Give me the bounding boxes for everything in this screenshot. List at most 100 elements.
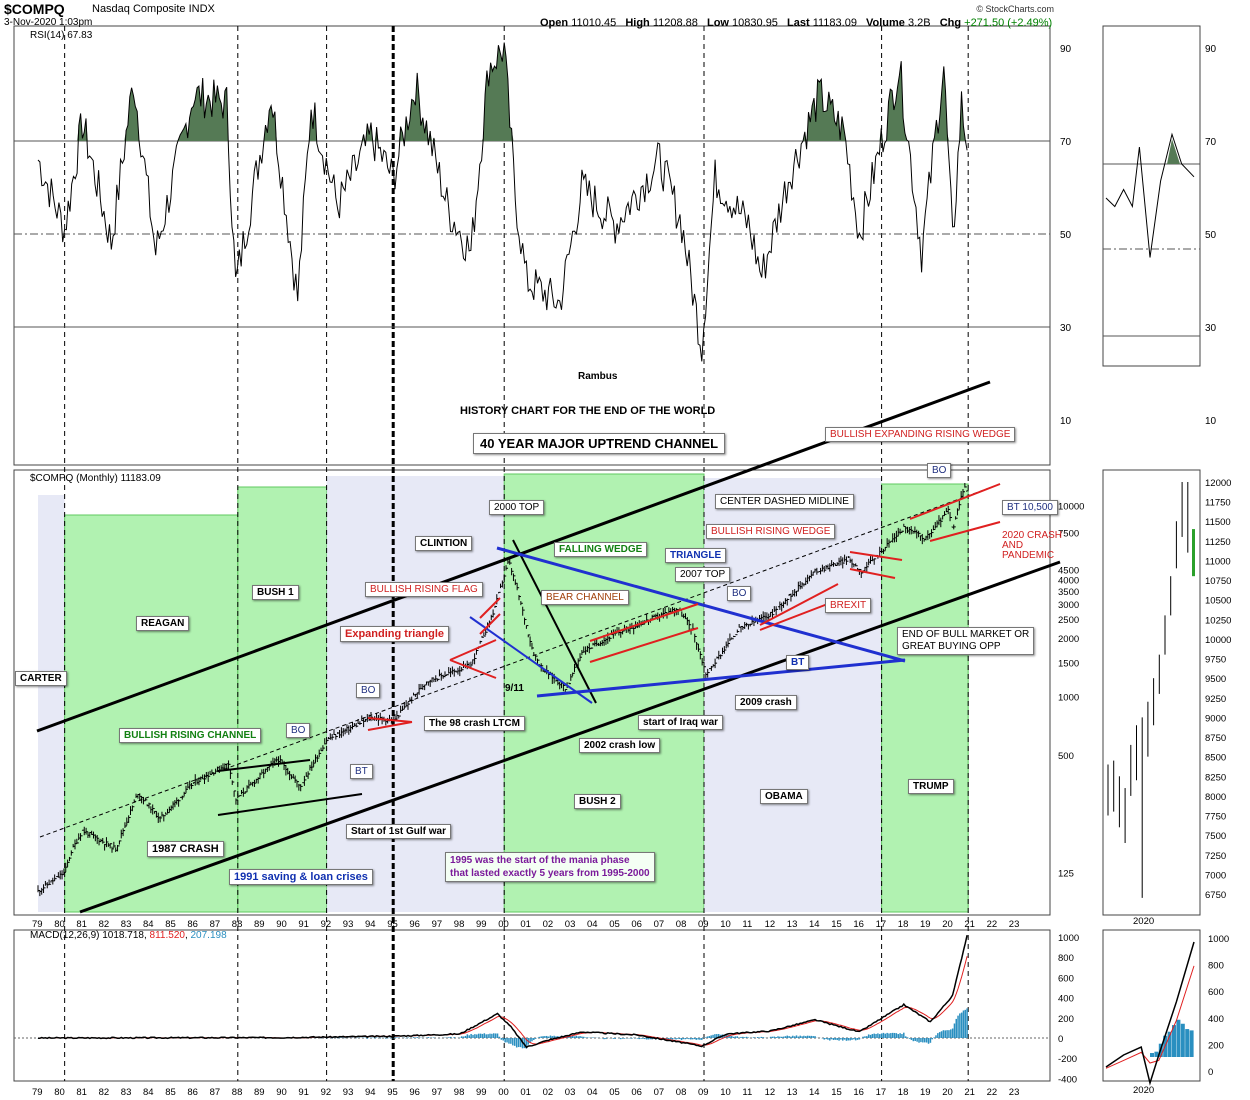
company-name: Nasdaq Composite INDX — [92, 3, 215, 15]
inset-macd-tick-label: 1000 — [1208, 934, 1229, 945]
histogram-value: 207.198 — [190, 930, 227, 941]
panel-frames — [13, 25, 1201, 1082]
year-tick-label-bottom: 23 — [1009, 1087, 1020, 1098]
chg-value: +271.50 (+2.49%) — [964, 17, 1053, 29]
year-tick-label-bottom: 14 — [809, 1087, 820, 1098]
annotation-bt-10500: BT 10,500 — [1002, 500, 1058, 515]
quote-bar: Open 11010.45 High 11208.88 Low 10830.95… — [540, 17, 1052, 29]
price-frame — [13, 469, 1051, 916]
stockcharts-credit: © StockCharts.com — [976, 4, 1054, 14]
annotation-2020-crash: 2020 CRASH AND PANDEMIC — [998, 530, 1066, 562]
year-tick-label: 85 — [165, 919, 176, 930]
year-tick-label: 17 — [876, 919, 887, 930]
pattern-line-8 — [759, 583, 839, 626]
annotation-mania-phase: 1995 was the start of the mania phase th… — [445, 852, 655, 882]
inset-price-tick-label: 7500 — [1205, 831, 1226, 842]
price-tick-label: 1500 — [1058, 658, 1079, 669]
inset-price-tick-label: 9750 — [1205, 655, 1226, 666]
inset-price-tick-label: 9500 — [1205, 674, 1226, 685]
pattern-line-13 — [929, 521, 1001, 542]
pattern-line-12 — [909, 483, 1001, 520]
falling-wedge-upper — [512, 539, 597, 704]
year-tick-label-bottom: 15 — [831, 1087, 842, 1098]
inset-rsi-tick-label: 30 — [1205, 323, 1217, 334]
rsi-tick-label: 30 — [1060, 323, 1072, 334]
year-tick-label: 96 — [409, 919, 420, 930]
year-tick-label: 18 — [898, 919, 909, 930]
inset-macd-histogram — [1167, 1031, 1172, 1057]
year-tick-label: 92 — [321, 919, 332, 930]
pattern-line-11 — [849, 568, 896, 579]
inset-macd-histogram — [1172, 1025, 1176, 1057]
rsi-line — [37, 42, 968, 362]
era-label-bush2: BUSH 2 — [574, 794, 621, 809]
inset-price-tick-label: 10250 — [1205, 615, 1231, 626]
year-tick-label-bottom: 81 — [76, 1087, 87, 1098]
rsi-tick-label: 50 — [1060, 230, 1072, 241]
year-tick-label-bottom: 95 — [387, 1087, 398, 1098]
high-label: High — [625, 17, 650, 29]
price-tick-label: 2500 — [1058, 615, 1079, 626]
inset-macd-histogram — [1180, 1023, 1185, 1057]
year-tick-label: 81 — [76, 919, 87, 930]
year-tick-label-bottom: 91 — [298, 1087, 309, 1098]
year-tick-label: 95 — [387, 919, 398, 930]
year-tick-label: 13 — [787, 919, 798, 930]
rsi-tick-label: 70 — [1060, 137, 1072, 148]
year-tick-label: 97 — [432, 919, 443, 930]
inset-price-tick-label: 9000 — [1205, 713, 1226, 724]
price-tick-label: 10000 — [1058, 501, 1084, 512]
year-tick-label-bottom: 09 — [698, 1087, 709, 1098]
macd-tick-label: 0 — [1058, 1034, 1063, 1045]
inset-price-tick-label: 11750 — [1205, 498, 1231, 509]
year-tick-label: 87 — [210, 919, 221, 930]
year-divider-lines — [64, 26, 969, 1081]
rising-channel-top — [217, 759, 311, 772]
macd-params: MACD(12,26,9) — [30, 930, 100, 941]
year-tick-label: 19 — [920, 919, 931, 930]
inset-price-tick-label: 6750 — [1205, 890, 1226, 901]
era-label-carter: CARTER — [15, 671, 67, 686]
year-tick-label: 86 — [187, 919, 198, 930]
year-tick-label: 22 — [987, 919, 998, 930]
inset-macd-tick-label: 800 — [1208, 961, 1224, 972]
annotation-brexit: BREXIT — [825, 598, 872, 613]
era-label-trump: TRUMP — [908, 779, 954, 794]
year-tick-label: 00 — [498, 919, 509, 930]
annotation-1987-crash: 1987 CRASH — [147, 841, 224, 857]
inset-macd-tick-label: 0 — [1208, 1067, 1213, 1078]
year-tick-label-bottom: 90 — [276, 1087, 287, 1098]
year-tick-label-bottom: 00 — [498, 1087, 509, 1098]
era-label-clinton: CLINTION — [415, 536, 473, 551]
annotation-9-11: 9/11 — [505, 683, 524, 694]
inset-rsi-tick-label: 90 — [1205, 44, 1217, 55]
last-value: 11183.09 — [812, 17, 857, 29]
year-tick-label-bottom: 01 — [520, 1087, 531, 1098]
volume-value: 3.2B — [907, 17, 931, 29]
pattern-line-5 — [479, 613, 501, 635]
year-tick-label-bottom: 82 — [99, 1087, 110, 1098]
rsi-frame — [13, 25, 1051, 466]
inset-rsi-tick-label: 10 — [1205, 416, 1217, 427]
year-tick-label-bottom: 89 — [254, 1087, 265, 1098]
year-tick-label: 15 — [831, 919, 842, 930]
year-tick-label: 10 — [720, 919, 731, 930]
end-bull-line2: GREAT BUYING OPP — [902, 641, 1001, 652]
year-tick-label: 20 — [942, 919, 953, 930]
inset-price-tick-label: 10000 — [1205, 635, 1231, 646]
macd-panel-label: MACD(12,26,9) 1018.718, 811.520, 207.198 — [30, 930, 227, 941]
year-tick-label: 05 — [609, 919, 620, 930]
inset-price-tick-label: 7000 — [1205, 870, 1226, 881]
quote-datetime: 3-Nov-2020 1:03pm — [4, 17, 93, 28]
year-tick-label: 88 — [232, 919, 243, 930]
low-label: Low — [706, 17, 729, 29]
year-tick-label: 80 — [54, 919, 65, 930]
inset-price-tick-label: 11000 — [1205, 556, 1231, 567]
price-tick-label: 3500 — [1058, 587, 1079, 598]
year-tick-label: 82 — [99, 919, 110, 930]
chg-label: Chg — [939, 17, 962, 29]
rsi-tick-label: 10 — [1060, 416, 1072, 427]
era-band-0 — [38, 495, 65, 912]
price-tick-label: 1000 — [1058, 693, 1079, 704]
inset-price-frame — [1102, 469, 1201, 916]
